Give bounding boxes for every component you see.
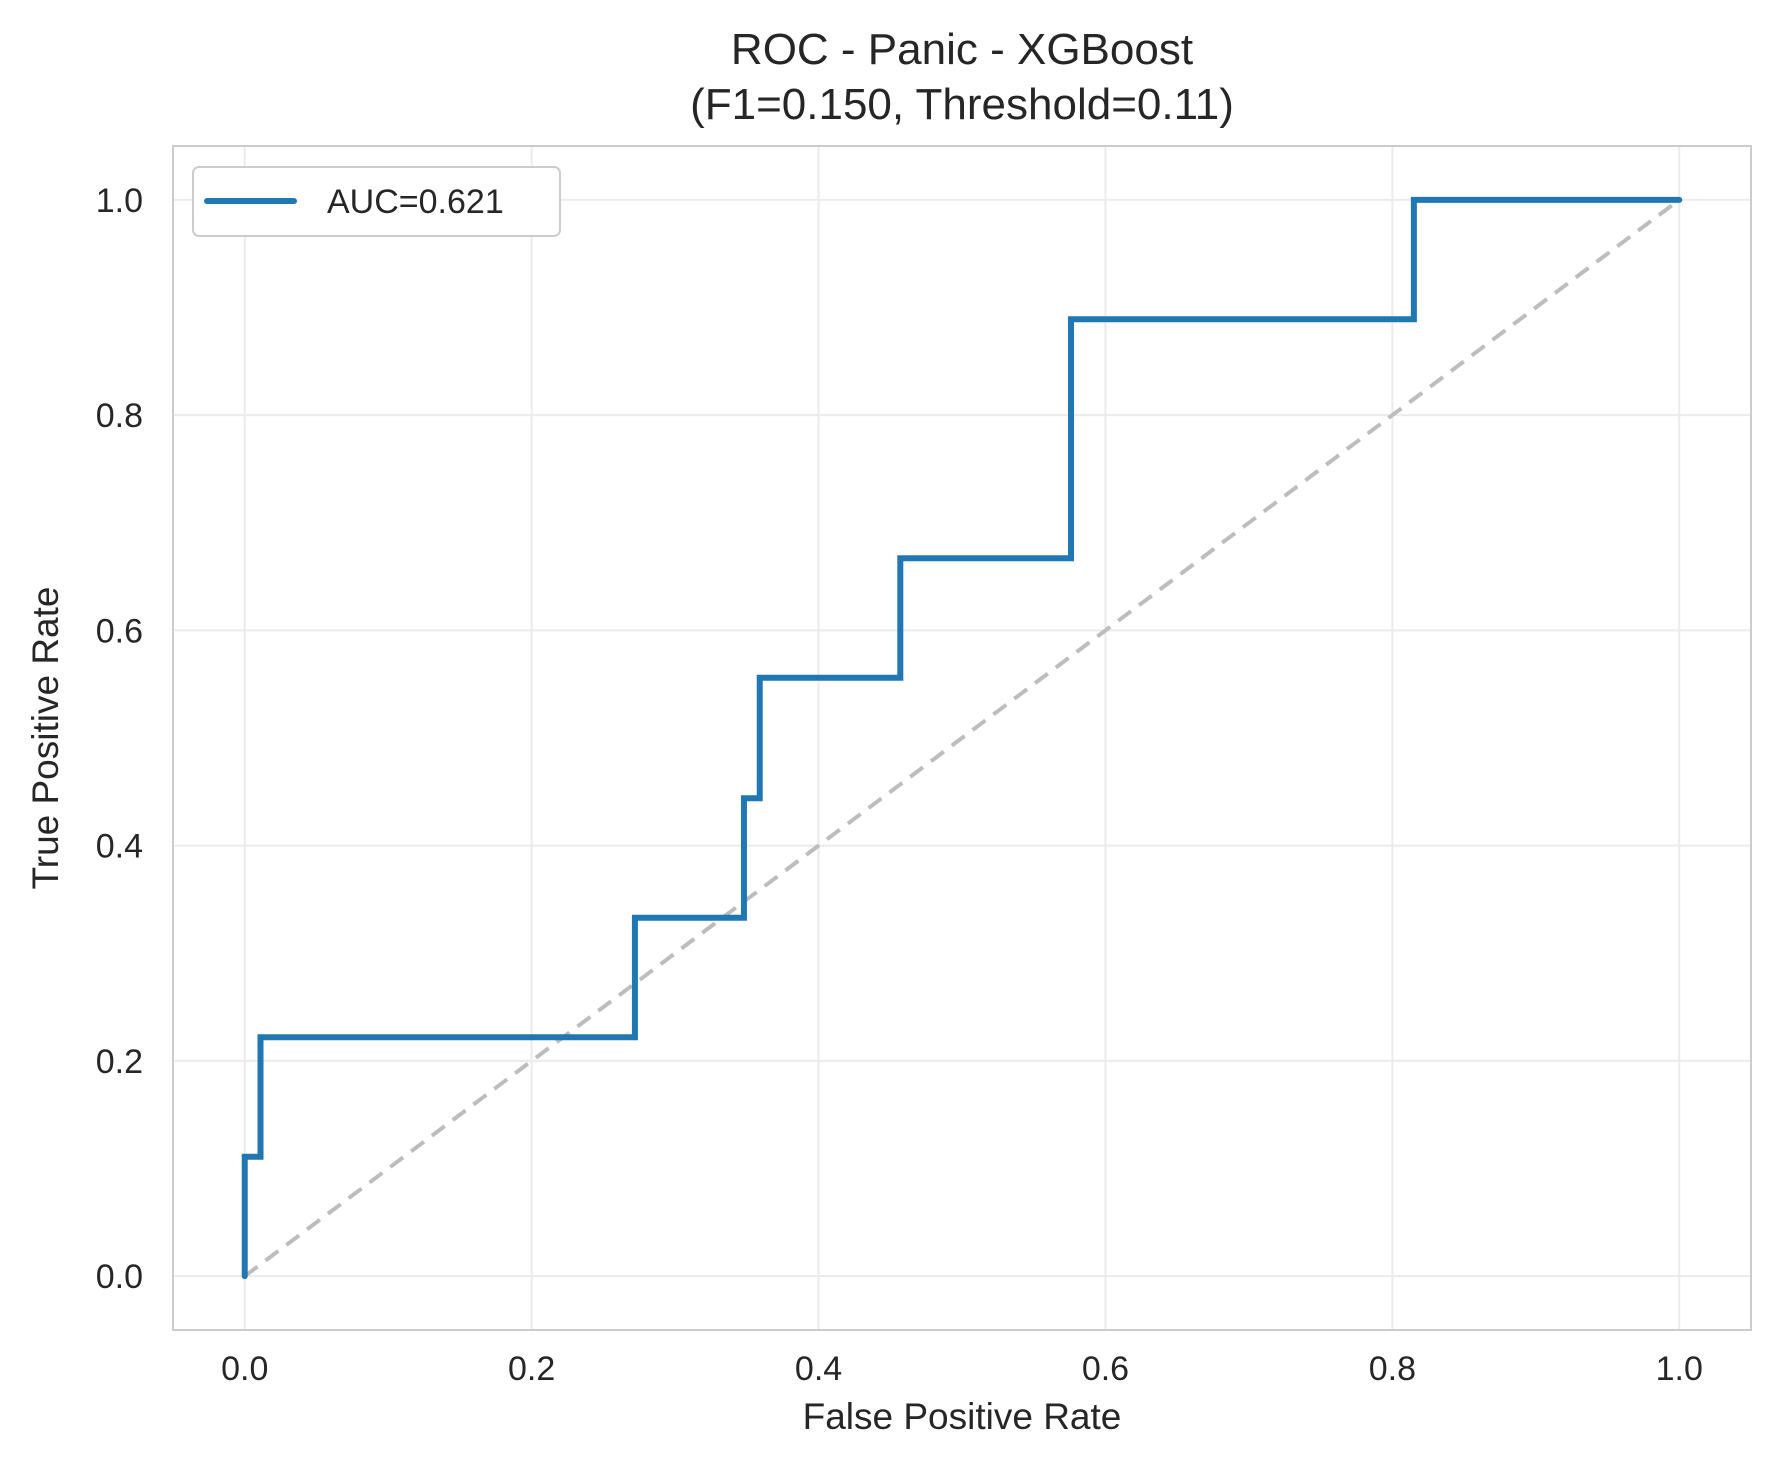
y-tick-label: 0.6 [96,612,143,650]
x-tick-label: 1.0 [1656,1350,1703,1388]
y-axis-label: True Positive Rate [25,587,66,890]
x-tick-label: 0.8 [1369,1350,1416,1388]
plot-area-border [172,145,1752,1331]
x-tick-label: 0.6 [1082,1350,1129,1388]
reference-layer [243,198,1681,1278]
series-layer [241,196,1683,1280]
legend-label: AUC=0.621 [327,183,504,221]
y-tick-label: 0.8 [96,397,143,435]
y-axis-ticks: 0.0 0.2 0.4 0.6 0.8 1.0 [96,182,143,1296]
x-tick-label: 0.0 [221,1350,268,1388]
x-tick-label: 0.4 [795,1350,842,1388]
chart-title: ROC - Panic - XGBoost [731,25,1193,74]
x-axis-ticks: 0.0 0.2 0.4 0.6 0.8 1.0 [221,1350,1703,1388]
chart-subtitle: (F1=0.150, Threshold=0.11) [690,80,1234,129]
y-tick-label: 0.2 [96,1043,143,1081]
x-tick-label: 0.2 [508,1350,555,1388]
legend-box [192,166,561,237]
roc-curve-line [241,196,1683,1280]
grid-lines [173,146,1751,1330]
legend: AUC=0.621 [192,166,561,237]
y-tick-label: 0.0 [96,1258,143,1296]
x-axis-label: False Positive Rate [803,1396,1122,1437]
chance-diagonal-line [243,198,1681,1278]
y-tick-label: 0.4 [96,828,143,866]
y-tick-label: 1.0 [96,182,143,220]
